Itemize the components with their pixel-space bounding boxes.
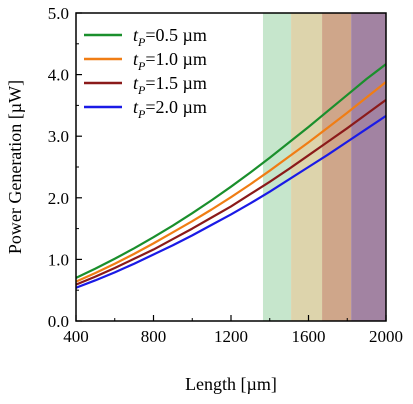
x-tick-label: 400 <box>63 327 89 346</box>
y-tick-label: 0.0 <box>48 312 69 331</box>
legend-label: tP=1.0 µm <box>133 49 207 73</box>
series-lines <box>75 63 387 289</box>
series-line-3 <box>75 98 387 286</box>
shaded-region-4 <box>351 13 386 321</box>
legend-item-3: tP=1.5 µm <box>84 73 207 97</box>
x-axis-label: Length [µm] <box>185 374 277 394</box>
y-tick-label: 4.0 <box>48 66 69 85</box>
y-axis-ticks: 0.0 1.0 2.0 3.0 4.0 5.0 <box>48 4 82 331</box>
legend-item-2: tP=1.0 µm <box>84 49 207 73</box>
legend-label: tP=2.0 µm <box>133 97 207 121</box>
x-axis-ticks: 400 800 1200 1600 2000 <box>63 315 403 346</box>
x-tick-label: 800 <box>141 327 167 346</box>
x-tick-label: 1600 <box>292 327 326 346</box>
y-tick-label: 1.0 <box>48 250 69 269</box>
legend-label: tP=1.5 µm <box>133 73 207 97</box>
x-tick-label: 2000 <box>369 327 403 346</box>
y-axis-label: Power Generation [µW] <box>5 80 25 254</box>
series-line-2 <box>75 81 387 283</box>
series-line-4 <box>75 114 387 289</box>
shaded-region-1 <box>262 13 292 321</box>
legend-item-1: tP=0.5 µm <box>84 25 207 49</box>
series-line-1 <box>75 63 387 279</box>
shaded-regions <box>262 13 386 321</box>
shaded-region-3 <box>322 13 352 321</box>
y-tick-label: 5.0 <box>48 4 69 23</box>
x-tick-label: 1200 <box>214 327 248 346</box>
y-tick-label: 2.0 <box>48 189 69 208</box>
y-tick-label: 3.0 <box>48 127 69 146</box>
legend-label: tP=0.5 µm <box>133 25 207 49</box>
legend-item-4: tP=2.0 µm <box>84 97 207 121</box>
